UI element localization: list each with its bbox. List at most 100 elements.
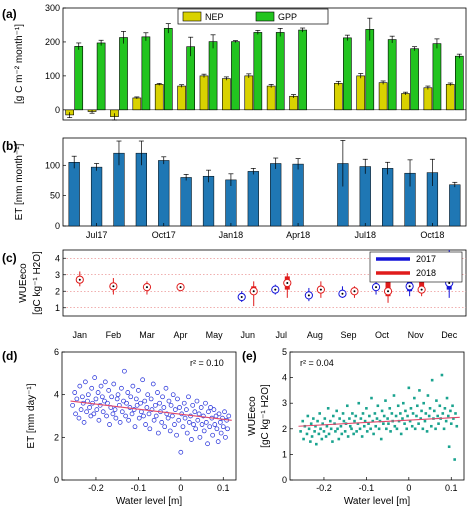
et-bar bbox=[180, 177, 192, 227]
et-bar bbox=[359, 166, 371, 227]
data-point bbox=[107, 422, 112, 427]
data-point bbox=[372, 432, 375, 436]
gpp-bar bbox=[275, 32, 285, 111]
data-point bbox=[343, 430, 347, 433]
r-squared-annotation: r² = 0.04 bbox=[300, 358, 334, 368]
y-axis-label: ET [mm day⁻¹] bbox=[26, 383, 37, 448]
data-point bbox=[87, 405, 92, 410]
et-bar bbox=[449, 184, 461, 227]
data-point bbox=[340, 432, 344, 436]
data-point bbox=[353, 419, 356, 423]
data-point bbox=[307, 427, 311, 431]
data-point bbox=[382, 414, 386, 418]
data-point bbox=[191, 422, 196, 427]
data-point bbox=[161, 405, 167, 410]
data-point bbox=[319, 427, 322, 431]
median-dot bbox=[240, 296, 243, 299]
data-point bbox=[430, 424, 433, 428]
data-point bbox=[76, 415, 82, 421]
data-point bbox=[148, 396, 154, 402]
box-2018 bbox=[316, 281, 325, 298]
data-point bbox=[80, 394, 85, 400]
data-point bbox=[419, 417, 423, 420]
data-point bbox=[160, 394, 165, 400]
data-point bbox=[309, 422, 313, 425]
data-point bbox=[195, 417, 201, 423]
data-point bbox=[128, 394, 134, 400]
data-point bbox=[149, 407, 155, 412]
et-bar bbox=[225, 179, 237, 227]
x-tick-label: 0.1 bbox=[217, 483, 230, 493]
data-point bbox=[299, 430, 302, 433]
panel-label: (e) bbox=[242, 349, 257, 363]
median-dot bbox=[448, 282, 451, 284]
gpp-bar bbox=[74, 46, 84, 111]
data-point bbox=[155, 430, 161, 436]
box-2018 bbox=[249, 281, 258, 307]
data-point bbox=[98, 383, 104, 389]
data-point bbox=[453, 458, 456, 461]
gpp-bar bbox=[208, 41, 218, 111]
median-dot bbox=[286, 282, 289, 284]
data-point bbox=[382, 422, 385, 425]
data-point bbox=[190, 402, 196, 408]
legend-swatch bbox=[255, 11, 275, 22]
data-point bbox=[104, 413, 109, 419]
data-point bbox=[312, 417, 315, 420]
gpp-bar bbox=[141, 36, 151, 111]
data-point bbox=[218, 430, 224, 436]
gpp-bar bbox=[253, 32, 263, 111]
data-point bbox=[354, 414, 358, 418]
median-dot bbox=[179, 286, 182, 289]
legend-label: 2018 bbox=[416, 268, 436, 278]
data-point bbox=[389, 430, 392, 433]
et-bar bbox=[202, 175, 215, 227]
data-point bbox=[443, 407, 447, 410]
data-point bbox=[199, 422, 205, 427]
data-point bbox=[192, 409, 198, 415]
data-point bbox=[395, 427, 399, 431]
data-point bbox=[216, 411, 222, 417]
data-point bbox=[215, 439, 221, 444]
data-point bbox=[442, 427, 446, 431]
data-point bbox=[331, 440, 334, 443]
data-point bbox=[150, 381, 156, 387]
data-point bbox=[358, 427, 362, 431]
data-point bbox=[320, 437, 324, 441]
data-point bbox=[362, 424, 366, 428]
data-point bbox=[365, 430, 369, 433]
data-point bbox=[445, 396, 449, 400]
median-dot bbox=[145, 286, 148, 289]
median-dot bbox=[375, 286, 378, 289]
y-tick-label: 50 bbox=[50, 191, 60, 201]
data-point bbox=[217, 420, 223, 425]
data-point bbox=[130, 383, 136, 389]
panel-b-frame bbox=[62, 137, 467, 227]
data-point bbox=[100, 409, 106, 415]
data-point bbox=[436, 414, 439, 418]
panel-label: (a) bbox=[2, 7, 17, 21]
y-tick-label: 4 bbox=[54, 390, 59, 400]
data-point bbox=[434, 427, 437, 431]
panel-d-frame bbox=[61, 351, 237, 481]
data-point bbox=[413, 396, 416, 400]
nep-bar bbox=[378, 82, 388, 111]
median-dot bbox=[420, 288, 423, 291]
data-point bbox=[165, 415, 171, 421]
data-point bbox=[119, 409, 125, 415]
data-point bbox=[129, 411, 135, 417]
x-tick-label: May bbox=[206, 330, 224, 340]
data-point bbox=[105, 400, 110, 406]
data-point bbox=[399, 432, 403, 436]
data-point bbox=[405, 427, 409, 431]
x-tick-label: Jul18 bbox=[354, 230, 376, 240]
panel-b-bars bbox=[68, 140, 461, 227]
data-point bbox=[388, 407, 392, 410]
data-point bbox=[348, 424, 352, 428]
data-point bbox=[411, 412, 415, 415]
data-point bbox=[417, 422, 420, 425]
data-point bbox=[363, 419, 367, 423]
nep-bar bbox=[154, 84, 164, 111]
gpp-bar bbox=[365, 29, 375, 111]
data-point bbox=[131, 407, 137, 412]
